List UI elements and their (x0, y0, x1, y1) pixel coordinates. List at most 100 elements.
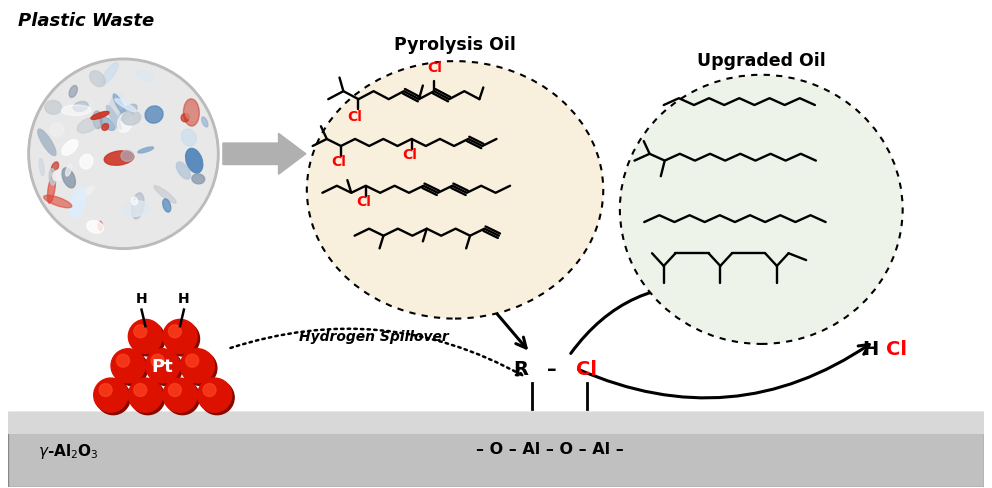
Circle shape (31, 62, 216, 247)
Ellipse shape (117, 113, 133, 133)
Text: Cl: Cl (356, 195, 371, 209)
Circle shape (148, 351, 183, 386)
Text: Plastic Waste: Plastic Waste (18, 12, 155, 30)
Text: H: H (136, 291, 148, 305)
Ellipse shape (93, 112, 102, 129)
Ellipse shape (39, 159, 45, 176)
Ellipse shape (132, 198, 138, 205)
Ellipse shape (50, 123, 64, 137)
Ellipse shape (191, 175, 204, 184)
Circle shape (197, 378, 232, 412)
Ellipse shape (182, 130, 196, 147)
Circle shape (166, 322, 199, 356)
Circle shape (131, 381, 165, 415)
Text: –: – (547, 359, 557, 378)
Text: Hydrogen Spillover: Hydrogen Spillover (300, 329, 449, 344)
Text: H: H (179, 291, 189, 305)
Circle shape (163, 378, 197, 412)
Ellipse shape (79, 155, 93, 169)
Ellipse shape (113, 95, 126, 116)
Ellipse shape (177, 163, 190, 180)
Ellipse shape (99, 118, 115, 131)
Circle shape (128, 320, 163, 354)
Ellipse shape (201, 118, 208, 128)
Circle shape (111, 349, 145, 383)
Text: $\gamma$-Al$_2$O$_3$: $\gamma$-Al$_2$O$_3$ (39, 441, 99, 460)
Circle shape (146, 349, 180, 383)
Circle shape (28, 59, 219, 250)
Ellipse shape (73, 102, 88, 112)
Circle shape (116, 354, 130, 367)
Ellipse shape (123, 201, 149, 217)
Ellipse shape (104, 152, 134, 166)
Ellipse shape (307, 62, 603, 319)
Circle shape (166, 381, 199, 415)
Circle shape (93, 378, 128, 412)
Ellipse shape (65, 165, 71, 177)
Text: Cl: Cl (402, 148, 417, 162)
Text: Cl: Cl (428, 61, 442, 75)
Ellipse shape (101, 63, 118, 85)
Text: Cl: Cl (347, 109, 362, 123)
Ellipse shape (132, 193, 144, 220)
Text: Pt: Pt (152, 357, 174, 375)
Circle shape (169, 325, 182, 338)
Ellipse shape (118, 105, 137, 121)
Circle shape (131, 322, 165, 356)
Ellipse shape (115, 100, 136, 113)
Text: Pyrolysis Oil: Pyrolysis Oil (394, 36, 516, 54)
Circle shape (169, 384, 182, 397)
Ellipse shape (50, 169, 56, 186)
Ellipse shape (62, 168, 75, 188)
Circle shape (151, 354, 164, 367)
Ellipse shape (45, 102, 62, 115)
Circle shape (181, 349, 214, 383)
Text: H: H (862, 340, 878, 359)
Ellipse shape (136, 71, 154, 82)
Text: R: R (513, 359, 528, 378)
FancyBboxPatch shape (8, 412, 984, 434)
Ellipse shape (122, 112, 141, 126)
Ellipse shape (52, 163, 59, 173)
Text: – O – Al – O – Al –: – O – Al – O – Al – (476, 441, 624, 456)
Ellipse shape (44, 196, 71, 208)
Ellipse shape (121, 151, 134, 162)
Ellipse shape (185, 105, 197, 121)
Ellipse shape (77, 187, 94, 201)
Text: Cl: Cl (331, 155, 346, 169)
Ellipse shape (48, 175, 56, 204)
Text: Cl: Cl (576, 359, 597, 378)
Circle shape (134, 325, 147, 338)
Circle shape (200, 381, 234, 415)
Circle shape (134, 384, 147, 397)
Ellipse shape (102, 124, 108, 131)
Ellipse shape (163, 200, 171, 213)
Circle shape (163, 320, 197, 354)
Circle shape (99, 384, 112, 397)
Circle shape (113, 351, 148, 386)
Ellipse shape (89, 72, 105, 87)
Ellipse shape (620, 76, 903, 344)
Ellipse shape (69, 189, 85, 218)
Text: Cl: Cl (886, 340, 907, 359)
Circle shape (128, 378, 163, 412)
Ellipse shape (62, 141, 78, 156)
Ellipse shape (106, 106, 121, 130)
Ellipse shape (38, 130, 56, 156)
Ellipse shape (154, 186, 176, 204)
Ellipse shape (182, 114, 189, 122)
Ellipse shape (145, 107, 163, 124)
Ellipse shape (186, 149, 202, 174)
Ellipse shape (184, 100, 199, 127)
Ellipse shape (69, 86, 77, 98)
Circle shape (96, 381, 130, 415)
Ellipse shape (138, 148, 154, 154)
Ellipse shape (109, 96, 121, 122)
Ellipse shape (86, 221, 103, 234)
Circle shape (183, 351, 217, 386)
Ellipse shape (77, 118, 99, 134)
FancyBboxPatch shape (8, 412, 984, 488)
FancyArrow shape (223, 134, 306, 175)
Circle shape (186, 354, 198, 367)
Ellipse shape (115, 93, 123, 102)
